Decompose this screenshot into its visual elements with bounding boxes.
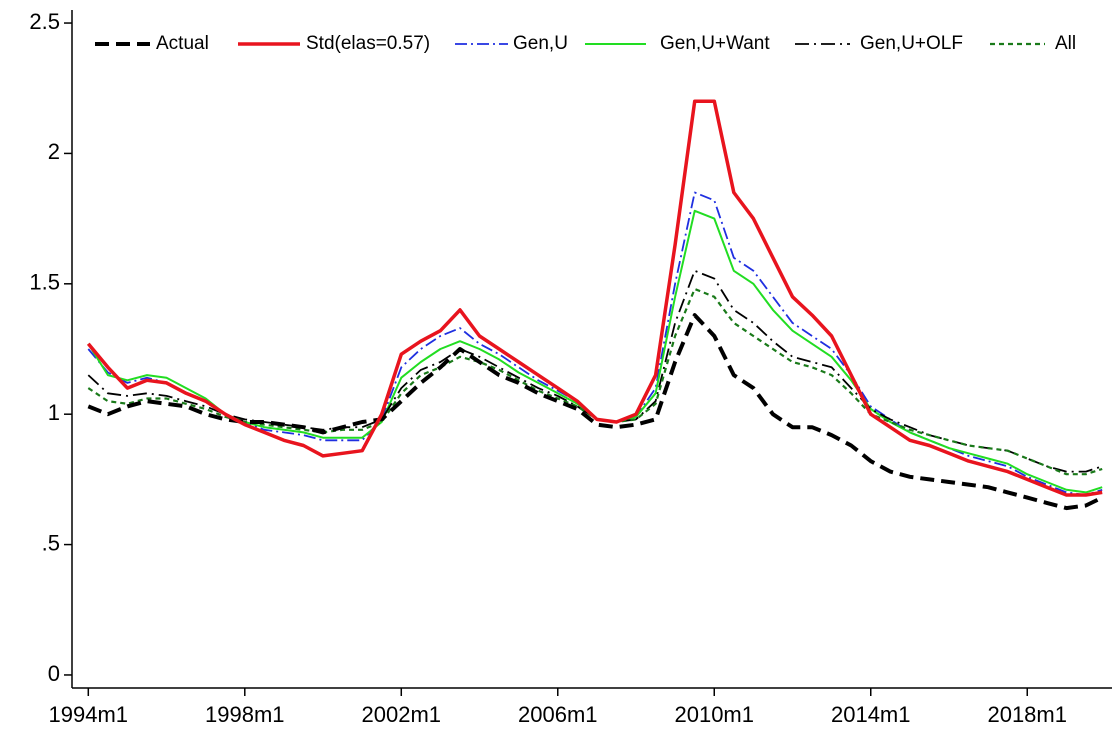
legend-label: Gen,U+Want	[660, 33, 770, 54]
series-line	[87, 209, 1103, 494]
legend-label: Gen,U+OLF	[860, 33, 963, 54]
legend-label: Actual	[156, 33, 209, 54]
legend-label: Std(elas=0.57)	[306, 33, 430, 54]
x-tick-label: 2014m1	[831, 702, 911, 727]
series-line	[87, 269, 1103, 473]
x-tick-label: 2006m1	[518, 702, 598, 727]
series-line	[87, 191, 1103, 496]
x-tick-label: 2018m1	[987, 702, 1067, 727]
y-tick-label: 1	[48, 400, 60, 425]
y-tick-label: 0	[48, 661, 60, 686]
legend-label: Gen,U	[513, 33, 568, 54]
x-tick-label: 2010m1	[674, 702, 754, 727]
series-line	[86, 99, 1103, 497]
y-tick-label: 2	[48, 139, 60, 164]
y-tick-label: 2.5	[29, 9, 60, 34]
legend-label: All	[1055, 33, 1076, 54]
x-tick-label: 1994m1	[49, 702, 129, 727]
x-tick-label: 2002m1	[362, 702, 442, 727]
y-tick-label: .5	[42, 530, 60, 555]
series-line	[87, 287, 1103, 476]
x-tick-label: 1998m1	[205, 702, 285, 727]
series-line	[87, 313, 1104, 511]
y-tick-label: 1.5	[29, 270, 60, 295]
